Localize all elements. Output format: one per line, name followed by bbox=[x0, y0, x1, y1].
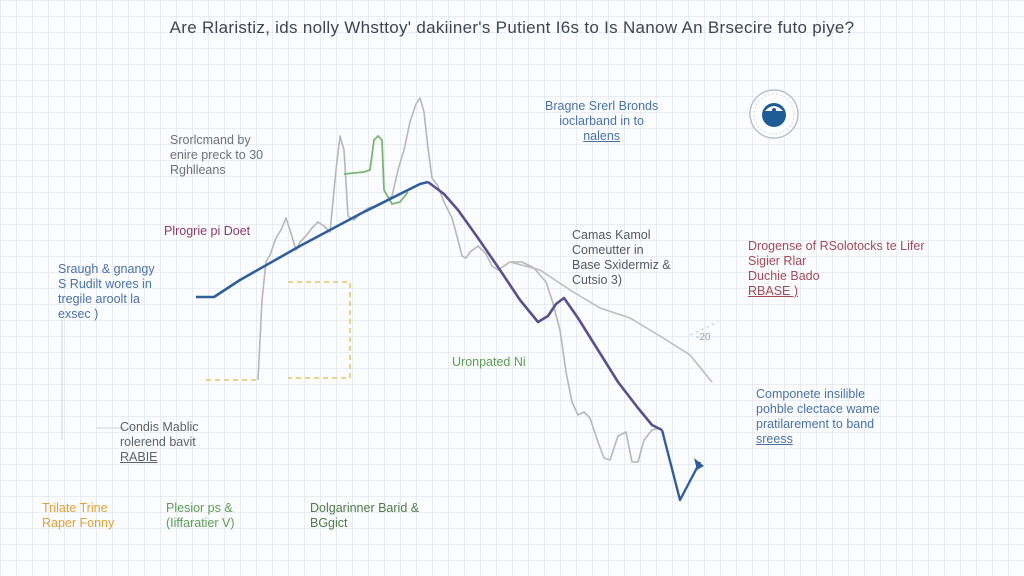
note-middle-center-line: Cutsio 3) bbox=[572, 273, 623, 287]
note-top-left: Srorlcmand by enire preck to 30 Rghllean… bbox=[170, 133, 263, 178]
note-right-red-line: Sigier Rlar bbox=[748, 254, 807, 268]
note-bottom-yellow: Trilate Trine Raper Fonny bbox=[42, 501, 114, 531]
note-middle-center-line: Camas Kamol bbox=[572, 228, 651, 242]
note-pivot-line: Plrogrie pi Doet bbox=[164, 224, 251, 238]
note-left-line: exsec ) bbox=[58, 307, 99, 321]
note-right-red-line: RBASE ) bbox=[748, 284, 799, 298]
note-middle-center-line: Base Sxidermiz & bbox=[572, 258, 671, 272]
note-middle-center: Camas Kamol Comeutter in Base Sxidermiz … bbox=[572, 228, 671, 288]
note-bottom-dark-line: Dolgarinner Barid & bbox=[310, 501, 420, 515]
note-middle-left: Condis Mablic rolerend bavit RABIE bbox=[120, 420, 199, 465]
note-middle-left-line: rolerend bavit bbox=[120, 435, 196, 449]
note-top-left-line: enire preck to 30 bbox=[170, 148, 264, 162]
note-right-red: Drogense of RSolotocks te Lifer Sigier R… bbox=[748, 239, 924, 299]
note-bottom-green: Plesior ps & (Iiffaratier V) bbox=[166, 501, 235, 531]
note-green-label: Uronpated Ni bbox=[452, 355, 526, 370]
gray-secondary-trend bbox=[509, 261, 713, 383]
note-right-blue-line: pohble clectace wame bbox=[756, 402, 880, 416]
note-bottom-dark-line: BGgict bbox=[310, 516, 348, 530]
gray-price-trace bbox=[257, 97, 665, 463]
note-green-label-line: Uronpated Ni bbox=[452, 355, 526, 369]
yellow-bracket-region bbox=[206, 281, 351, 381]
axis-tick-label: -20 bbox=[696, 330, 710, 345]
note-top-center-line: ioclarband in to bbox=[559, 114, 645, 128]
note-left-line: tregile aroolt la bbox=[58, 292, 140, 306]
eye-circle-icon bbox=[749, 89, 799, 139]
note-top-center-line: nalens bbox=[583, 129, 621, 143]
note-right-red-line: Duchie Bado bbox=[748, 269, 820, 283]
note-top-center: Bragne Srerl Bronds ioclarband in to nal… bbox=[545, 99, 658, 144]
note-pivot: Plrogrie pi Doet bbox=[164, 224, 250, 239]
axis-tick-label-text: -20 bbox=[696, 332, 711, 343]
dashed-tick-line bbox=[689, 321, 719, 336]
blue-final-swing bbox=[660, 429, 702, 502]
arrowhead-icon bbox=[694, 458, 704, 470]
green-trace bbox=[343, 134, 409, 206]
note-left: Sraugh & gnangy S Rudilt wores in tregil… bbox=[58, 262, 155, 322]
purple-downtrend-line bbox=[427, 180, 663, 432]
note-top-left-line: Srorlcmand by bbox=[170, 133, 251, 147]
note-middle-left-line: RABIE bbox=[120, 450, 158, 464]
note-right-blue-line: sreess bbox=[756, 432, 793, 446]
note-bottom-green-line: (Iiffaratier V) bbox=[166, 516, 235, 530]
note-bottom-green-line: Plesior ps & bbox=[166, 501, 233, 515]
note-right-blue: Componete insilible pohble clectace wame… bbox=[756, 387, 880, 447]
blue-uptrend-line bbox=[196, 180, 429, 299]
note-middle-left-line: Condis Mablic bbox=[120, 420, 199, 434]
note-middle-center-line: Comeutter in bbox=[572, 243, 644, 257]
note-right-blue-line: Componete insilible bbox=[756, 387, 866, 401]
note-bottom-dark: Dolgarinner Barid & BGgict bbox=[310, 501, 419, 531]
note-right-blue-line: pratilarement to band bbox=[756, 417, 875, 431]
note-top-center-line: Bragne Srerl Bronds bbox=[545, 99, 659, 113]
note-bottom-yellow-line: Trilate Trine bbox=[42, 501, 108, 515]
diagram-title: Are Rlaristiz, ids nolly Whsttoy' dakiin… bbox=[169, 18, 855, 37]
note-right-red-line: Drogense of RSolotocks te Lifer bbox=[748, 239, 925, 253]
note-left-line: S Rudilt wores in bbox=[58, 277, 152, 291]
note-top-left-line: Rghlleans bbox=[170, 163, 226, 177]
note-bottom-yellow-line: Raper Fonny bbox=[42, 516, 115, 530]
note-left-line: Sraugh & gnangy bbox=[58, 262, 155, 276]
